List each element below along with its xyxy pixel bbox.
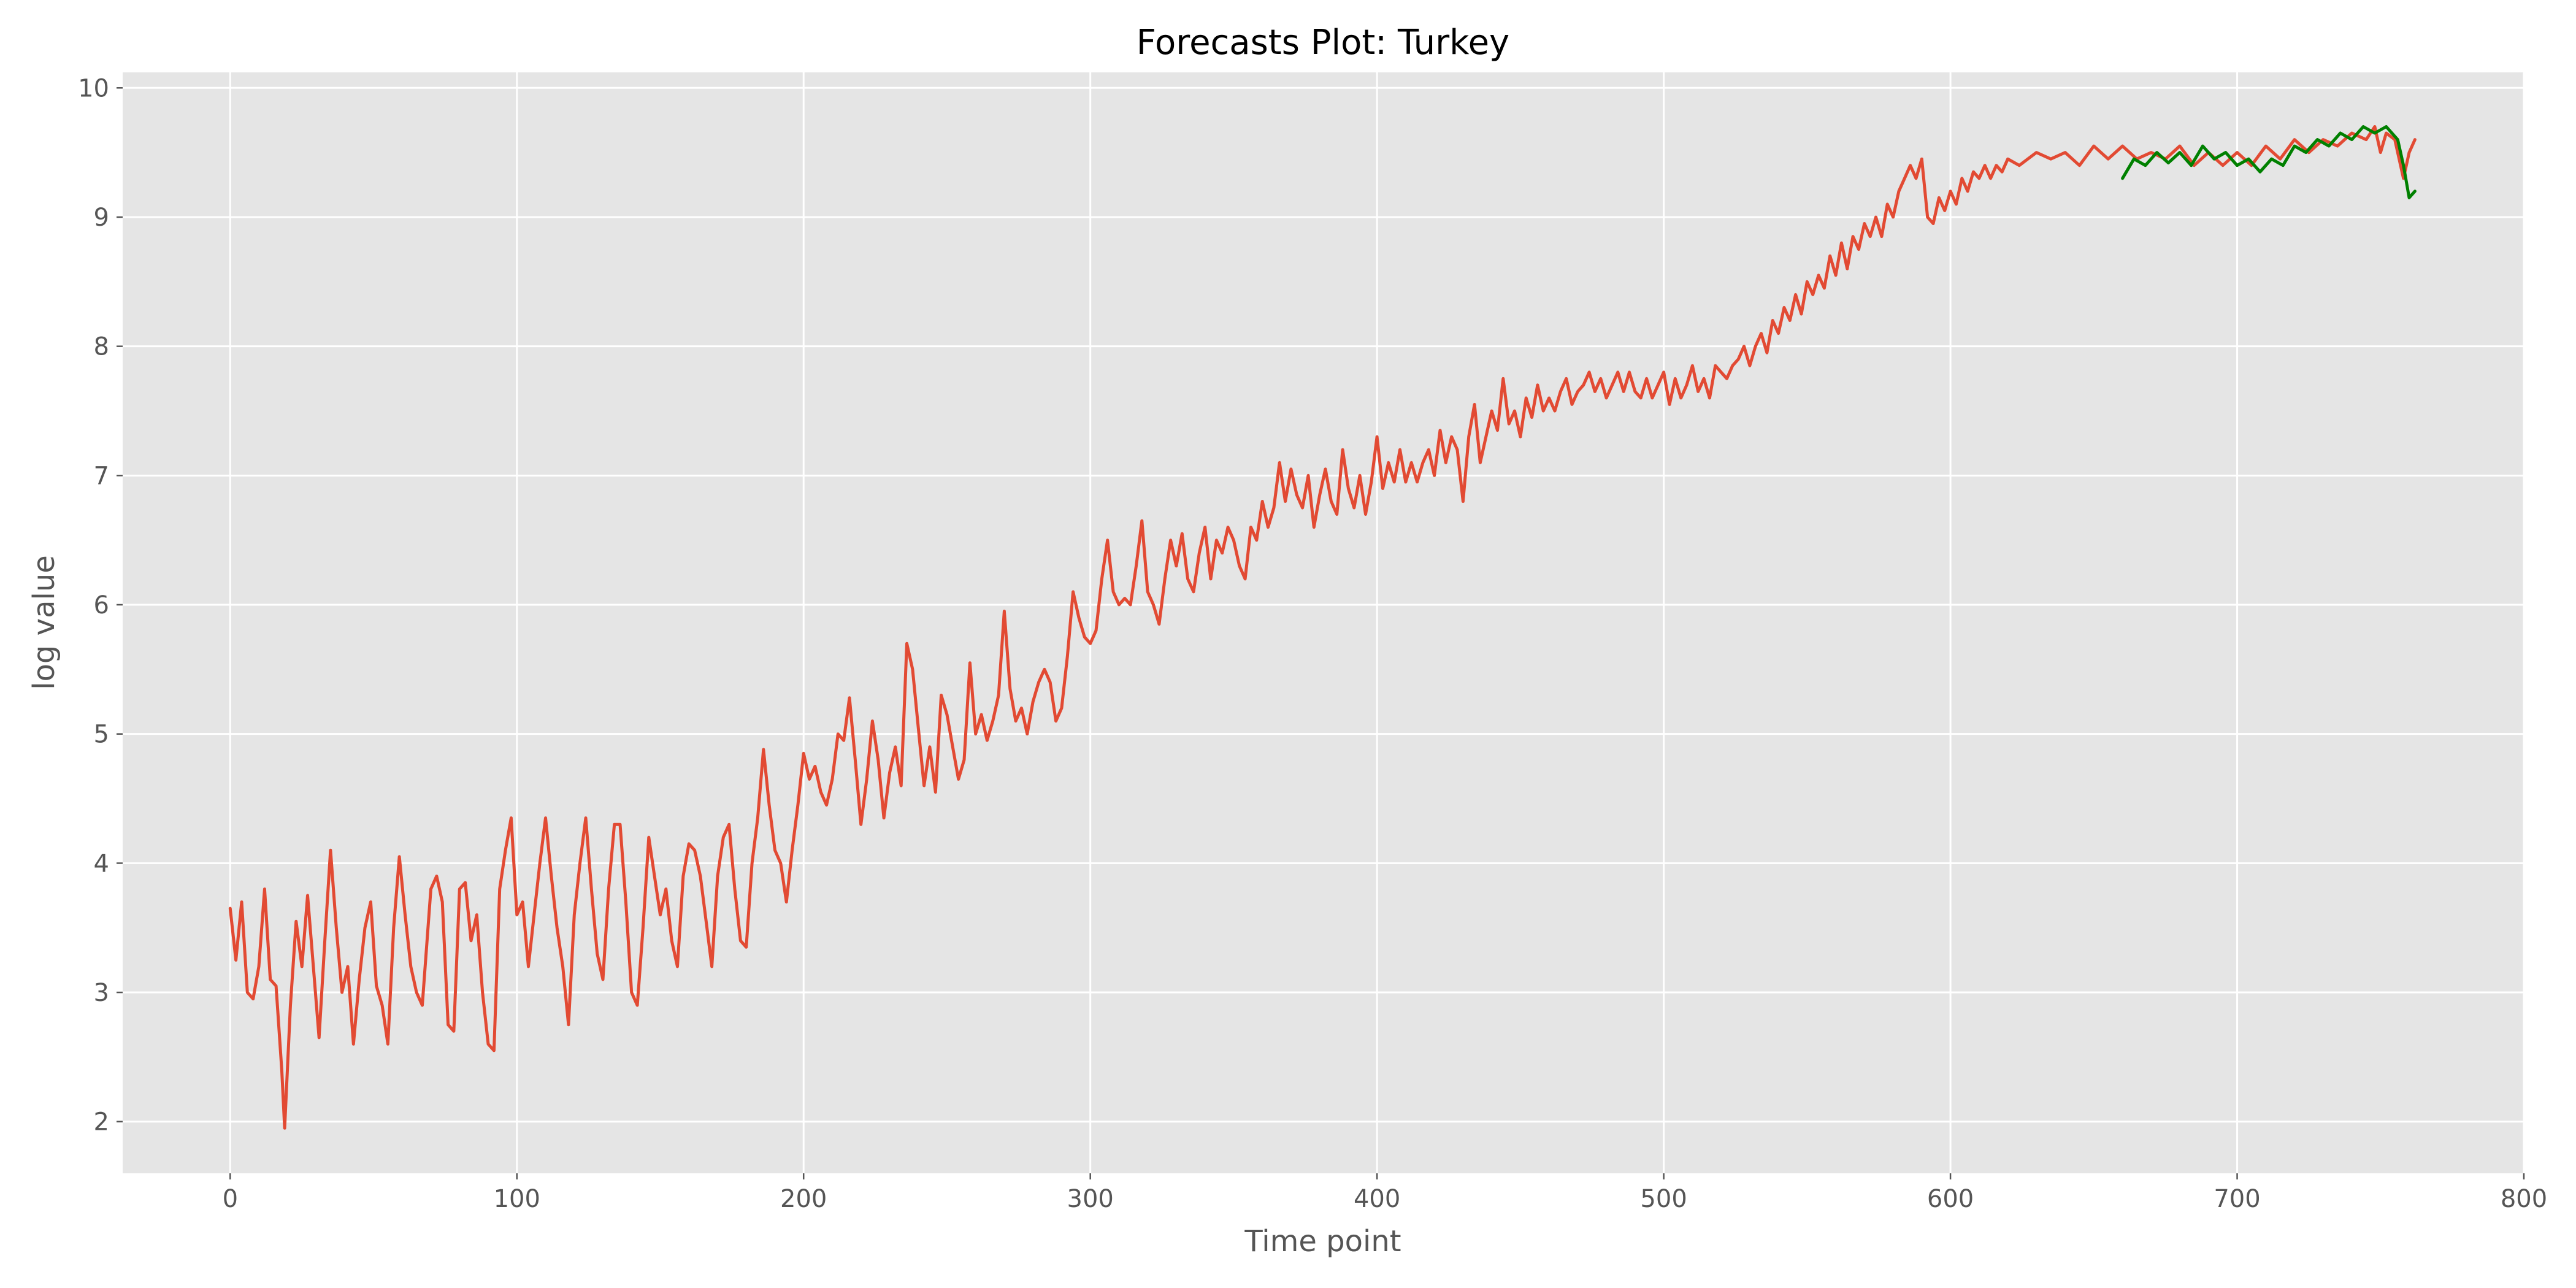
series-group xyxy=(228,125,2417,1130)
series-line-1 xyxy=(228,125,2417,1130)
x-axis-label: Time point xyxy=(1244,1224,1401,1259)
x-tick-label: 800 xyxy=(2501,1185,2547,1213)
y-axis-label: log value xyxy=(27,555,61,690)
x-tick-label: 700 xyxy=(2214,1185,2260,1213)
y-tick-label: 7 xyxy=(94,462,109,490)
y-tick-label: 9 xyxy=(94,204,109,232)
series-line-2 xyxy=(2121,125,2417,199)
x-tick-label: 300 xyxy=(1067,1185,1114,1213)
x-tick-label: 0 xyxy=(223,1185,238,1213)
y-tick-label: 4 xyxy=(94,849,109,878)
x-tick-label: 400 xyxy=(1354,1185,1400,1213)
x-tick-label: 100 xyxy=(494,1185,540,1213)
y-axis-ticks: 2 3 4 5 6 7 8 9 10 xyxy=(78,74,123,1137)
x-tick-label: 600 xyxy=(1927,1185,1974,1213)
y-tick-label: 5 xyxy=(94,721,109,749)
y-tick-label: 3 xyxy=(94,979,109,1007)
y-tick-label: 2 xyxy=(94,1108,109,1137)
x-tick-label: 200 xyxy=(780,1185,827,1213)
y-tick-label: 6 xyxy=(94,591,109,619)
chart-title: Forecasts Plot: Turkey xyxy=(1137,23,1509,63)
x-axis-ticks: 0 100 200 300 400 500 600 700 800 xyxy=(223,1173,2547,1213)
x-tick-label: 500 xyxy=(1640,1185,1687,1213)
y-tick-label: 8 xyxy=(94,333,109,361)
y-tick-label: 10 xyxy=(78,74,109,102)
plot-background xyxy=(123,72,2524,1173)
